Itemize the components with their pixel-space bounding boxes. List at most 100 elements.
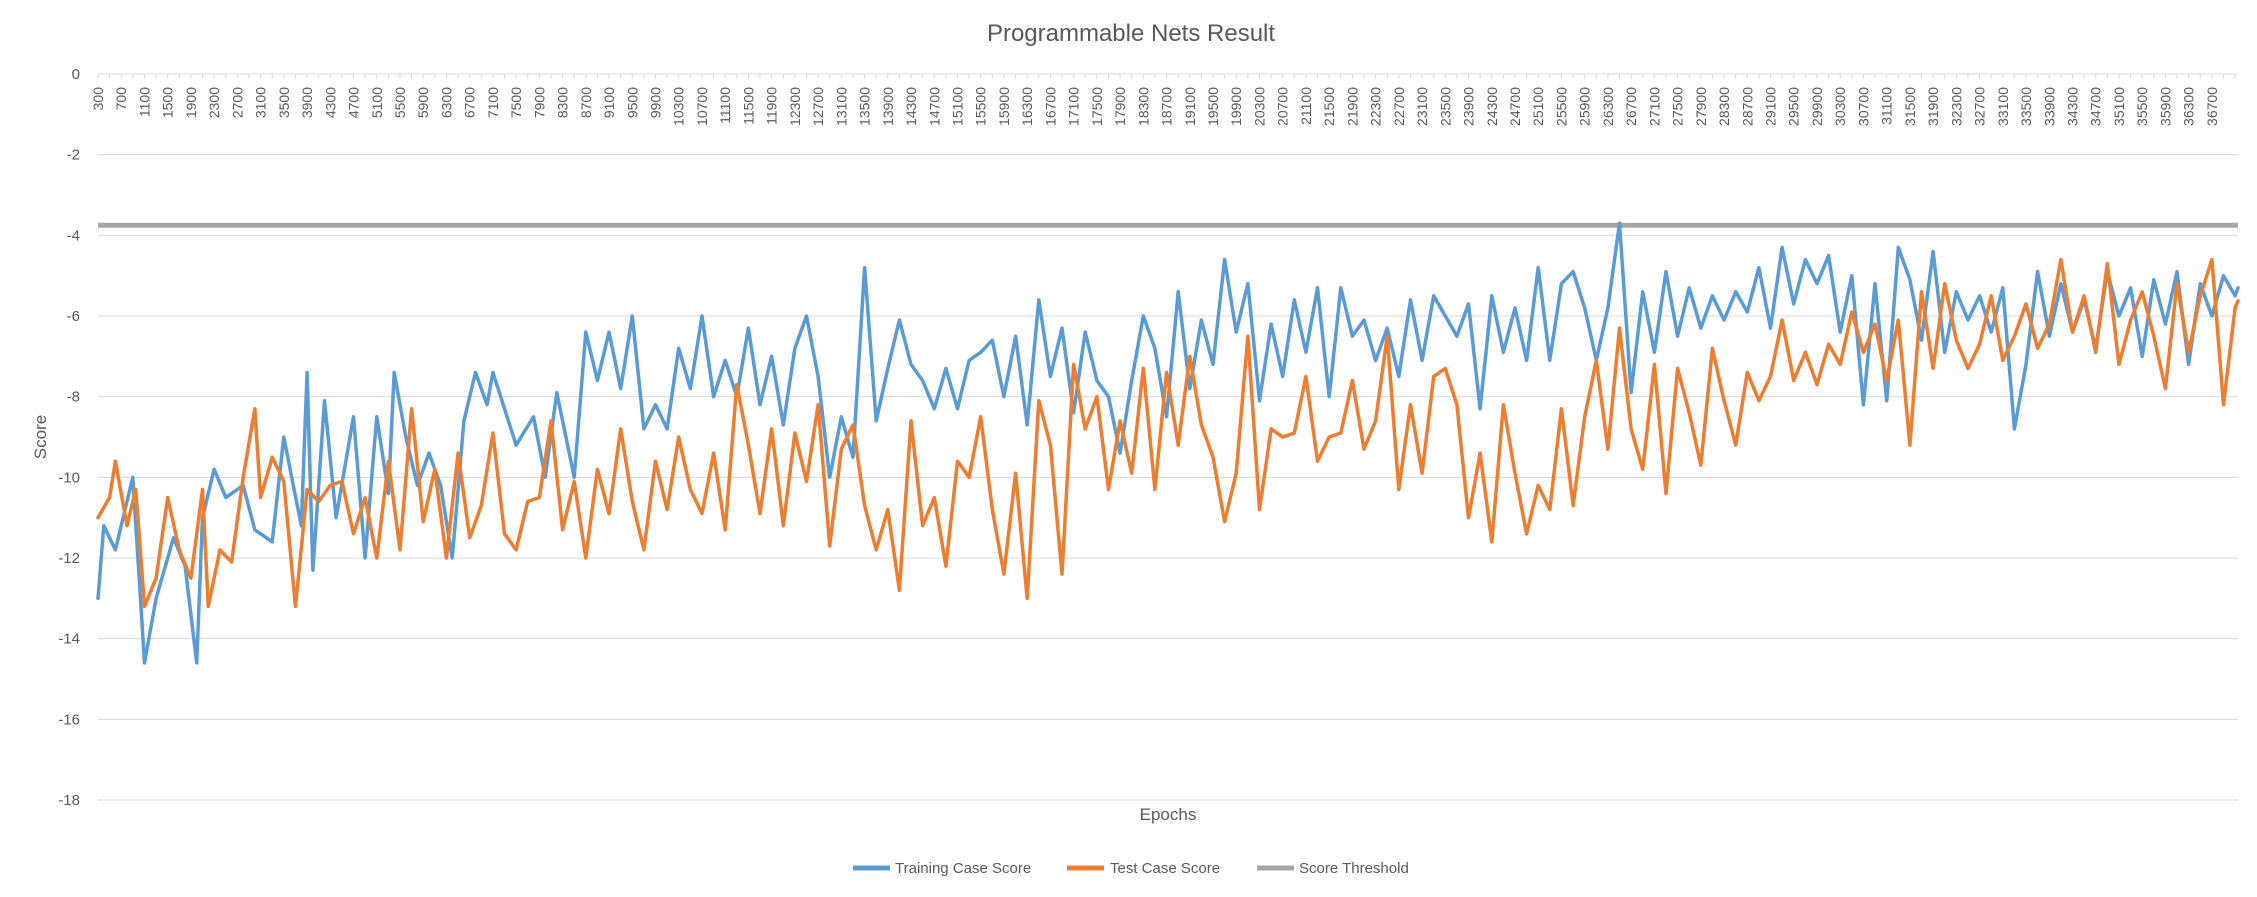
x-tick-label: 31500 [1902, 87, 1918, 126]
y-tick-label: 0 [72, 66, 80, 83]
x-tick-label: 27100 [1646, 87, 1662, 126]
x-tick-label: 5100 [369, 87, 385, 118]
x-tick-label: 21100 [1298, 87, 1314, 125]
y-tick-label: -12 [58, 550, 80, 567]
x-tick-label: 33500 [2018, 87, 2034, 126]
x-axis-title: Epochs [1140, 805, 1197, 824]
y-tick-label: -14 [58, 631, 80, 648]
x-tick-label: 12300 [787, 87, 803, 126]
x-tick-label: 31100 [1879, 87, 1895, 125]
x-tick-label: 3500 [276, 87, 292, 118]
x-tick-label: 13100 [833, 87, 849, 126]
x-tick-label: 22700 [1391, 87, 1407, 126]
x-tick-label: 30700 [1855, 87, 1871, 126]
x-axis-ticks: 300 700 1100 1500 1900 2300 2700 3100 3500 3900 43… [90, 74, 2236, 126]
x-tick-label: 25900 [1577, 87, 1593, 126]
x-tick-label: 16700 [1042, 87, 1058, 126]
x-tick-label: 29500 [1786, 87, 1802, 126]
y-tick-label: -8 [67, 389, 80, 406]
x-tick-label: 700 [113, 87, 129, 111]
x-tick-label: 23100 [1414, 87, 1430, 126]
x-tick-label: 10700 [694, 87, 710, 126]
x-tick-label: 10300 [671, 87, 687, 126]
x-tick-label: 25500 [1553, 87, 1569, 126]
y-axis-title: Score [31, 415, 50, 459]
y-tick-label: -18 [58, 792, 80, 809]
x-tick-label: 7900 [531, 87, 547, 118]
series-line-test-case-score [96, 257, 2240, 609]
x-tick-label: 17900 [1112, 87, 1128, 126]
x-tick-label: 18300 [1135, 87, 1151, 126]
x-tick-label: 22300 [1368, 87, 1384, 126]
x-tick-label: 24700 [1507, 87, 1523, 126]
x-tick-label: 14300 [903, 87, 919, 126]
x-tick-label: 14700 [926, 87, 942, 126]
x-tick-label: 18700 [1159, 87, 1175, 126]
x-tick-label: 4700 [346, 87, 362, 118]
x-tick-label: 34700 [2088, 87, 2104, 126]
x-tick-label: 34300 [2064, 87, 2080, 126]
x-tick-label: 8300 [555, 87, 571, 118]
x-tick-label: 26300 [1600, 87, 1616, 126]
x-tick-label: 13900 [880, 87, 896, 126]
x-tick-label: 11900 [764, 87, 780, 125]
x-tick-label: 6700 [462, 87, 478, 118]
x-tick-label: 24300 [1484, 87, 1500, 126]
x-tick-label: 31900 [1925, 87, 1941, 126]
x-tick-label: 17500 [1089, 87, 1105, 126]
y-tick-label: -10 [58, 469, 80, 486]
x-tick-label: 6300 [438, 87, 454, 118]
x-tick-label: 4300 [322, 87, 338, 118]
x-tick-label: 20300 [1251, 87, 1267, 126]
y-tick-label: -6 [67, 308, 80, 325]
x-tick-label: 30300 [1832, 87, 1848, 126]
x-tick-label: 21900 [1344, 87, 1360, 126]
x-tick-label: 20700 [1275, 87, 1291, 126]
x-tick-label: 8700 [578, 87, 594, 118]
x-tick-label: 32300 [1948, 87, 1964, 126]
legend-label-threshold: Score Threshold [1299, 860, 1409, 877]
x-tick-label: 27900 [1693, 87, 1709, 126]
x-tick-label: 9500 [624, 87, 640, 118]
x-tick-label: 3900 [299, 87, 315, 118]
x-tick-label: 35100 [2111, 87, 2127, 126]
x-tick-label: 33100 [1995, 87, 2011, 126]
x-tick-label: 19500 [1205, 87, 1221, 126]
x-tick-label: 5500 [392, 87, 408, 118]
x-tick-label: 19100 [1182, 87, 1198, 126]
x-tick-label: 27500 [1670, 87, 1686, 126]
x-tick-label: 1900 [183, 87, 199, 118]
x-tick-label: 9900 [648, 87, 664, 118]
series-lines [96, 221, 2240, 665]
legend-label-training: Training Case Score [895, 860, 1031, 877]
legend: Training Case Score Test Case Score Scor… [853, 860, 1409, 877]
x-tick-label: 23500 [1437, 87, 1453, 126]
y-tick-label: -2 [67, 147, 80, 164]
x-tick-label: 15100 [949, 87, 965, 126]
x-tick-label: 12700 [810, 87, 826, 126]
x-tick-label: 29900 [1809, 87, 1825, 126]
x-tick-label: 2300 [206, 87, 222, 118]
chart-title: Programmable Nets Result [987, 20, 1275, 47]
x-tick-label: 36300 [2181, 87, 2197, 126]
x-tick-label: 23900 [1461, 87, 1477, 126]
x-tick-label: 11100 [717, 87, 733, 124]
x-tick-label: 35900 [2157, 87, 2173, 126]
x-tick-label: 21500 [1321, 87, 1337, 126]
x-tick-label: 11500 [740, 87, 756, 125]
x-tick-label: 17100 [1066, 87, 1082, 126]
legend-label-test: Test Case Score [1110, 860, 1220, 877]
x-tick-label: 26700 [1623, 87, 1639, 126]
x-tick-label: 7500 [508, 87, 524, 118]
x-tick-label: 36700 [2204, 87, 2220, 126]
y-axis-ticks: 0 -2 -4 -6 -8 -10 -12 -14 -16 -18 [58, 66, 80, 809]
x-tick-label: 300 [90, 87, 106, 111]
x-tick-label: 35500 [2134, 87, 2150, 126]
x-tick-label: 7100 [485, 87, 501, 118]
x-tick-label: 19900 [1228, 87, 1244, 126]
x-tick-label: 32700 [1972, 87, 1988, 126]
x-tick-label: 1100 [136, 87, 152, 117]
